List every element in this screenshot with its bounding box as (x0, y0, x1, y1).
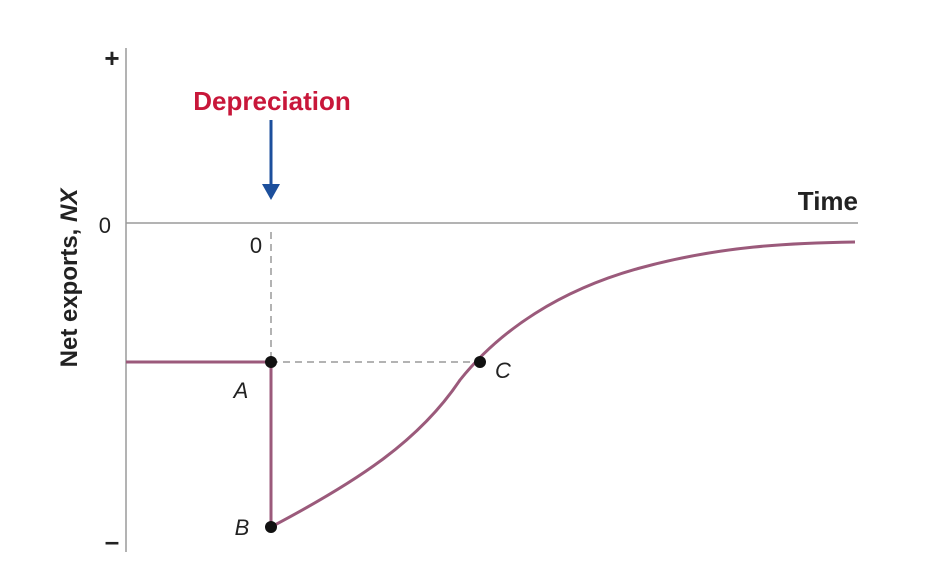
y-axis-label-symbol: NX (56, 187, 83, 222)
y-axis-label: Net exports, NX (56, 187, 83, 368)
point-a (265, 356, 277, 368)
event-label: Depreciation (193, 86, 351, 116)
point-b (265, 521, 277, 533)
point-a-label: A (232, 378, 249, 403)
x-zero-label: 0 (250, 233, 262, 258)
point-c-label: C (495, 358, 511, 383)
point-c (474, 356, 486, 368)
j-curve-recovery (270, 240, 856, 529)
y-axis-label-prefix: Net exports, (56, 222, 83, 367)
depreciation-arrow-head (262, 184, 280, 200)
x-axis-label: Time (798, 186, 858, 216)
y-minus-label: – (105, 526, 119, 556)
y-plus-label: + (104, 43, 119, 73)
point-b-label: B (235, 515, 250, 540)
y-zero-label: 0 (99, 213, 111, 238)
